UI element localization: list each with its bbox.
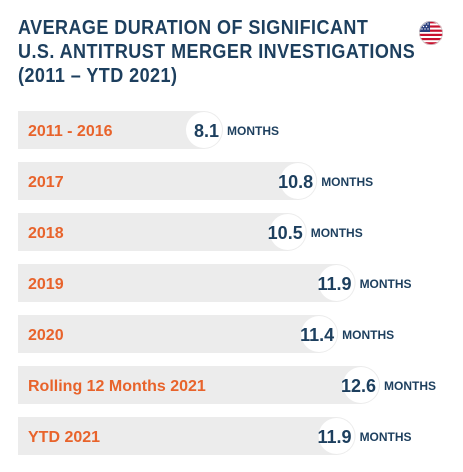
unit-label: MONTHS	[227, 124, 279, 138]
bar	[18, 417, 356, 455]
bar	[18, 315, 339, 353]
value-circle	[186, 112, 222, 148]
unit-label: MONTHS	[342, 328, 394, 342]
category-label: 2017	[28, 174, 64, 191]
category-label: 2020	[28, 327, 64, 344]
unit-label: MONTHS	[311, 226, 363, 240]
title-line-2: U.S. ANTITRUST MERGER INVESTIGATIONS	[18, 41, 416, 63]
title-line-1: AVERAGE DURATION OF SIGNIFICANT	[18, 17, 369, 39]
value-label: 10.5	[268, 223, 303, 243]
unit-label: MONTHS	[360, 277, 412, 291]
value-label: 11.9	[318, 427, 352, 447]
value-circle	[318, 418, 355, 454]
value-circle	[280, 163, 317, 199]
value-label: 12.6	[341, 376, 376, 396]
bar	[18, 264, 356, 302]
category-label: 2011 - 2016	[28, 123, 113, 140]
unit-label: MONTHS	[384, 379, 436, 393]
bar	[18, 111, 223, 149]
category-label: YTD 2021	[28, 429, 100, 446]
value-label: 8.1	[194, 121, 219, 141]
value-circle	[318, 265, 355, 301]
bar	[18, 162, 318, 200]
value-label: 10.8	[278, 172, 313, 192]
us-flag-icon	[419, 21, 443, 45]
chart-title: AVERAGE DURATION OF SIGNIFICANT U.S. ANT…	[18, 16, 416, 88]
unit-label: MONTHS	[321, 175, 373, 189]
unit-label: MONTHS	[360, 430, 412, 444]
category-label: 2018	[28, 225, 64, 242]
value-circle	[269, 214, 306, 250]
value-circle	[301, 316, 338, 352]
category-label: 2019	[28, 276, 64, 293]
value-label: 11.4	[300, 325, 334, 345]
value-circle	[343, 367, 379, 403]
bar	[18, 213, 307, 251]
title-line-3: (2011 – YTD 2021)	[18, 65, 178, 87]
bar	[18, 366, 380, 404]
category-label: Rolling 12 Months 2021	[28, 378, 206, 395]
value-label: 11.9	[318, 274, 352, 294]
